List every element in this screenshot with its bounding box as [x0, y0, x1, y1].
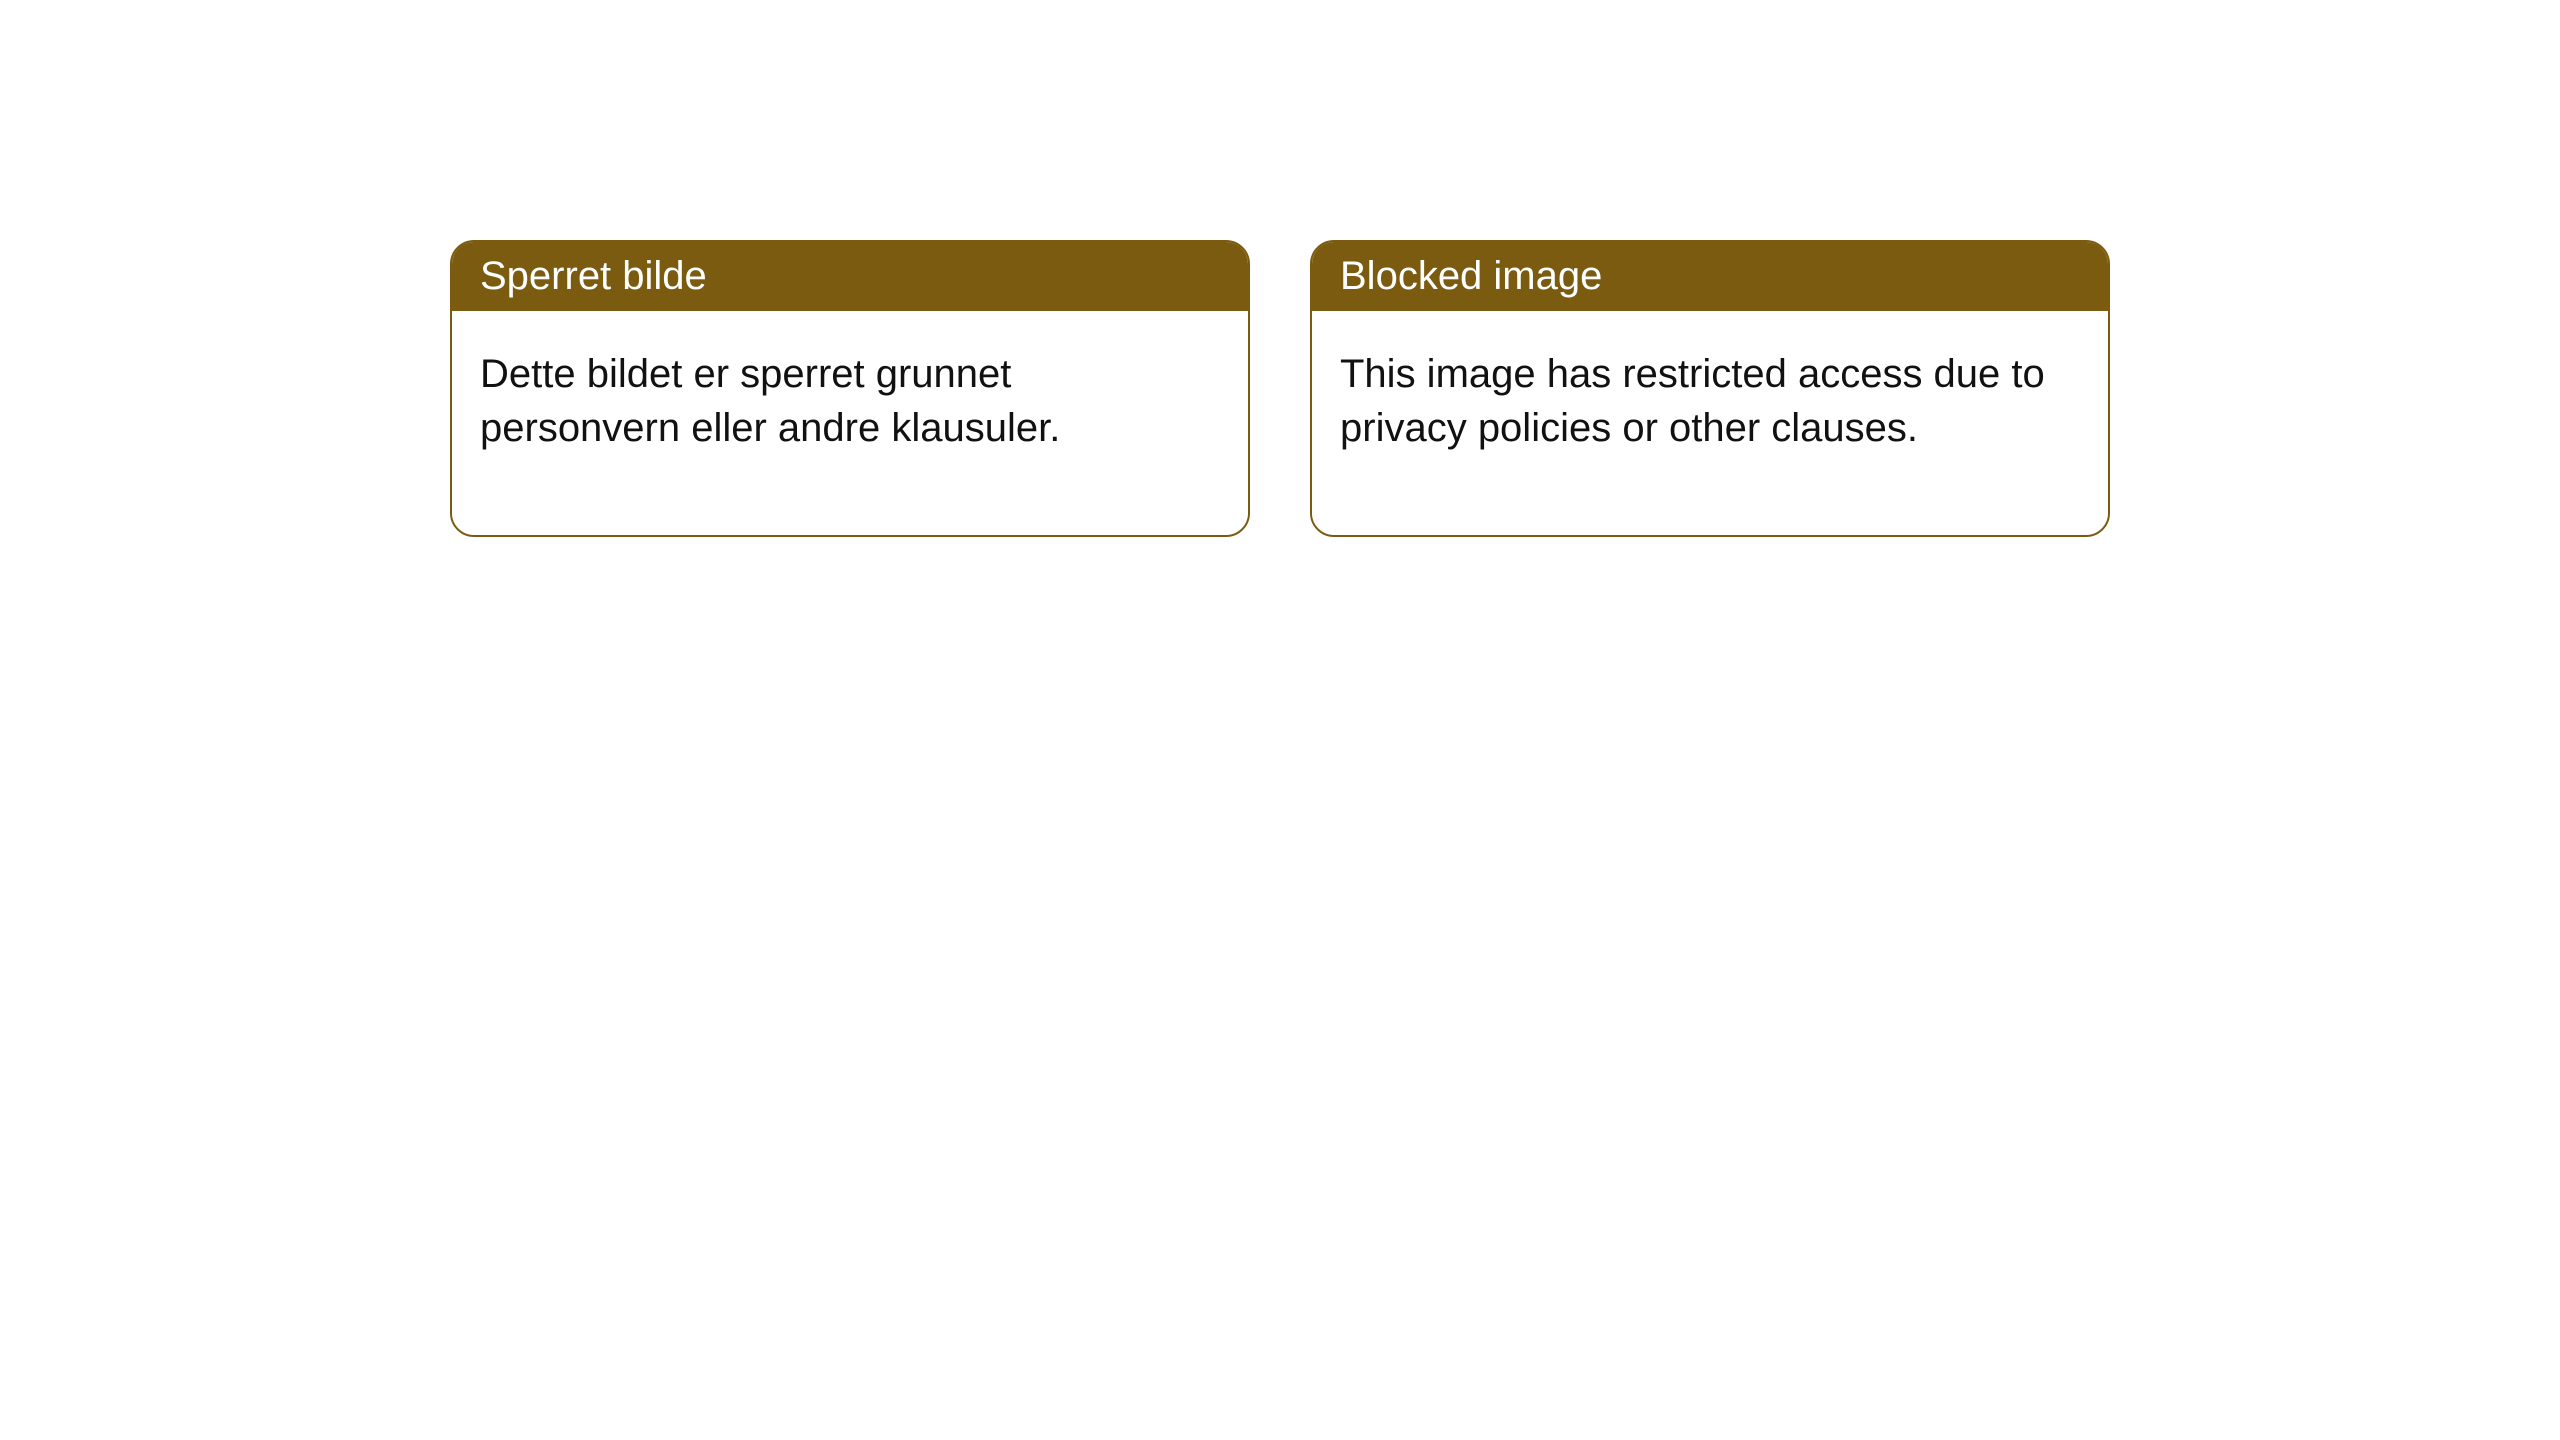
card-title: Blocked image	[1312, 242, 2108, 311]
card-body-text: This image has restricted access due to …	[1312, 311, 2108, 535]
card-title: Sperret bilde	[452, 242, 1248, 311]
card-english: Blocked image This image has restricted …	[1310, 240, 2110, 537]
card-norwegian: Sperret bilde Dette bildet er sperret gr…	[450, 240, 1250, 537]
card-body-text: Dette bildet er sperret grunnet personve…	[452, 311, 1248, 535]
card-container: Sperret bilde Dette bildet er sperret gr…	[0, 0, 2560, 537]
